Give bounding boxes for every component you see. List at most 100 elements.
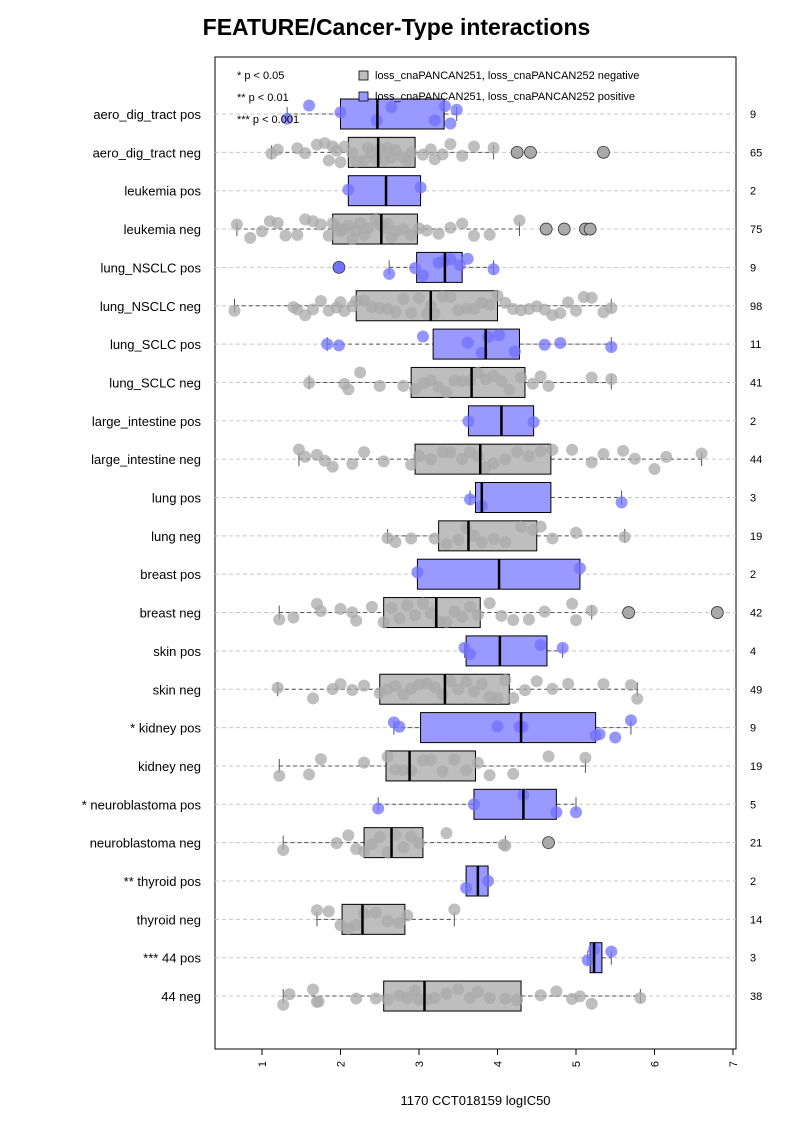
data-point [373, 379, 386, 392]
data-point [546, 443, 559, 456]
count-label: 41 [750, 377, 762, 389]
data-point [475, 678, 488, 691]
data-point [409, 609, 422, 622]
data-point [307, 692, 320, 705]
data-point [467, 140, 480, 153]
data-point [334, 106, 347, 119]
data-point [597, 678, 610, 691]
data-point [342, 383, 355, 396]
count-label: 3 [750, 953, 756, 965]
box-2 [342, 175, 427, 207]
outlier-point [622, 606, 635, 619]
data-point [299, 147, 312, 160]
data-point [585, 997, 598, 1010]
box-17 [273, 750, 592, 782]
data-point [279, 229, 292, 242]
data-point [397, 292, 410, 305]
data-point [432, 227, 445, 240]
data-point [605, 945, 618, 958]
box-iqr [465, 635, 548, 667]
box-10 [464, 482, 628, 513]
data-point [585, 371, 598, 384]
count-labels: 9 65 2 75 9 98 11 41 2 44 3 19 2 42 4 49 9 19 5 21 2 14 3 38 [750, 109, 762, 1003]
data-point [413, 292, 425, 305]
data-point [554, 307, 567, 320]
outlier-point [332, 260, 346, 274]
data-point [460, 882, 473, 895]
sig-key-1: * p < 0.05 [237, 70, 284, 82]
category-label: breast pos [140, 567, 201, 582]
data-point [428, 992, 441, 1005]
legend-label-negative: loss_cnaPANCAN251, loss_cnaPANCAN252 neg… [375, 70, 639, 82]
count-label: 14 [750, 914, 762, 926]
data-point [287, 611, 300, 624]
data-point [471, 756, 484, 769]
data-point [314, 218, 327, 231]
data-point [570, 304, 582, 317]
data-point [424, 753, 437, 766]
data-point [522, 613, 535, 626]
count-label: 19 [750, 761, 762, 773]
data-point [365, 838, 378, 851]
data-point [436, 148, 449, 161]
data-point [428, 532, 441, 545]
x-tick-label: 7 [728, 1061, 740, 1067]
data-point [299, 450, 312, 463]
box-0 [281, 98, 463, 130]
data-point [534, 370, 547, 383]
x-tick-label: 3 [414, 1061, 426, 1067]
category-label: * neuroblastoma pos [82, 797, 202, 812]
data-point [381, 750, 394, 763]
data-point [383, 267, 396, 280]
data-point [436, 765, 449, 778]
data-point [314, 294, 327, 307]
data-point [499, 674, 512, 687]
count-label: 2 [750, 569, 756, 581]
count-label: 9 [750, 262, 756, 274]
data-point [573, 990, 586, 1003]
data-point [562, 677, 575, 690]
data-point [322, 229, 335, 242]
box-16 [387, 712, 637, 744]
data-point [452, 983, 465, 996]
data-point [424, 606, 437, 619]
category-label: lung_NSCLC neg [100, 299, 201, 314]
data-point [393, 916, 406, 929]
data-point [511, 993, 524, 1006]
category-label: 44 neg [161, 989, 201, 1004]
data-point [448, 903, 461, 916]
count-label: 2 [750, 876, 756, 888]
x-axis: 1 2 3 4 5 6 7 [257, 1048, 740, 1067]
data-point [271, 143, 284, 156]
outlier-point [539, 222, 553, 236]
data-point [534, 639, 547, 652]
data-point [566, 597, 579, 610]
legend: loss_cnaPANCAN251, loss_cnaPANCAN252 neg… [358, 70, 639, 103]
count-label: 42 [750, 608, 762, 620]
data-point [695, 447, 708, 460]
data-point [605, 302, 618, 315]
data-point [487, 263, 500, 276]
category-label: skin neg [153, 682, 201, 697]
data-point [508, 345, 521, 358]
sig-key-2: ** p < 0.01 [237, 92, 289, 104]
box-4 [332, 251, 500, 283]
box-iqr [347, 175, 422, 207]
data-point [358, 756, 371, 769]
outlier-point [710, 606, 724, 619]
data-point [377, 616, 390, 629]
category-label: * kidney pos [130, 721, 201, 736]
data-point [332, 339, 345, 352]
count-label: 75 [750, 224, 762, 236]
count-label: 44 [750, 454, 762, 466]
data-point [556, 641, 569, 654]
data-point [420, 224, 433, 237]
data-point [373, 830, 386, 843]
legend-swatch-negative [358, 70, 369, 81]
box-14 [458, 635, 569, 667]
data-point [499, 536, 512, 549]
outlier-point [583, 222, 597, 236]
data-point [507, 692, 520, 705]
data-point [303, 376, 316, 389]
data-point [467, 685, 480, 698]
